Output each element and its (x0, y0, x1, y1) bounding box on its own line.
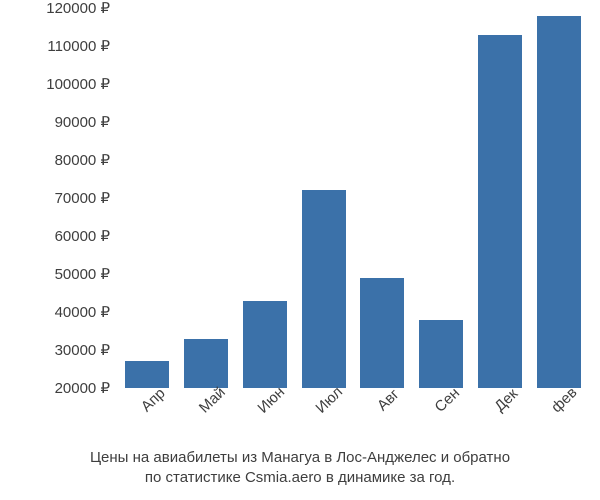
caption-line-2: по статистике Csmia.aero в динамике за г… (0, 468, 600, 488)
y-tick-label: 60000 ₽ (55, 227, 110, 245)
bar (302, 190, 346, 388)
price-chart: 20000 ₽ 30000 ₽ 40000 ₽ 50000 ₽ 60000 ₽ 70000… (0, 0, 600, 500)
bar (360, 278, 404, 388)
y-tick-label: 80000 ₽ (55, 151, 110, 169)
bars-container (118, 8, 588, 388)
y-tick-label: 20000 ₽ (55, 379, 110, 397)
y-tick-label: 70000 ₽ (55, 189, 110, 207)
y-tick-label: 50000 ₽ (55, 265, 110, 283)
caption-line-1: Цены на авиабилеты из Манагуа в Лос-Андж… (0, 448, 600, 468)
y-tick-label: 40000 ₽ (55, 303, 110, 321)
y-tick-label: 30000 ₽ (55, 341, 110, 359)
y-axis: 20000 ₽30000 ₽40000 ₽50000 ₽60000 ₽70000… (0, 8, 110, 388)
y-tick-label: 120000 ₽ (46, 0, 110, 17)
bar (537, 16, 581, 388)
x-axis-labels: АпрМайИюнИюлАвгСенДекфев (118, 394, 588, 411)
chart-caption: Цены на авиабилеты из Манагуа в Лос-Андж… (0, 448, 600, 489)
bar (243, 301, 287, 388)
plot-area (118, 8, 588, 388)
y-tick-label: 110000 ₽ (47, 37, 110, 55)
y-tick-label: 100000 ₽ (46, 75, 110, 93)
y-tick-label: 90000 ₽ (55, 113, 110, 131)
bar (478, 35, 522, 388)
